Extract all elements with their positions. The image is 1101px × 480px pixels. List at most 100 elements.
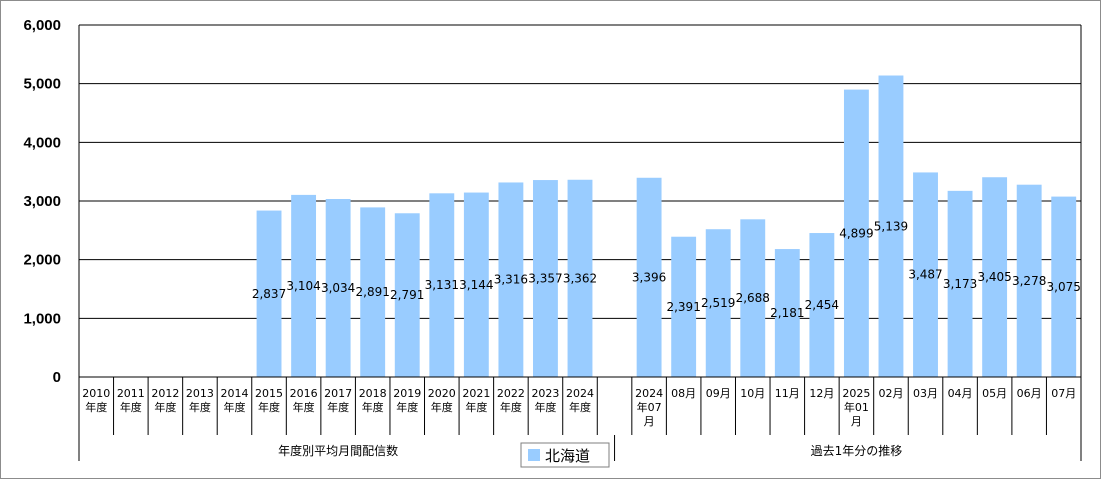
data-label: 3,396 bbox=[632, 270, 666, 284]
bar bbox=[774, 249, 800, 377]
data-label: 3,131 bbox=[425, 278, 459, 292]
bar bbox=[947, 190, 973, 377]
x-tick-label: 06月 bbox=[1017, 387, 1042, 400]
x-tick-label: 2025 bbox=[842, 387, 870, 400]
data-label: 2,837 bbox=[252, 287, 286, 301]
x-tick-label: 2010 bbox=[82, 387, 110, 400]
x-tick-label: 2024 bbox=[566, 387, 594, 400]
bar bbox=[360, 207, 386, 377]
x-tick-label: 年度 bbox=[431, 400, 453, 414]
y-tick-label: 0 bbox=[53, 369, 61, 386]
legend-swatch bbox=[528, 449, 540, 461]
bar bbox=[394, 213, 420, 377]
x-tick-label: 07月 bbox=[1051, 387, 1076, 400]
x-tick-label: 2017 bbox=[324, 387, 352, 400]
bar bbox=[809, 233, 835, 377]
x-tick-label: 年度 bbox=[362, 400, 384, 414]
x-tick-label: 2015 bbox=[255, 387, 283, 400]
x-tick-label: 11月 bbox=[775, 387, 800, 400]
x-tick-label: 09月 bbox=[706, 387, 731, 400]
bar bbox=[291, 194, 317, 377]
legend: 北海道 bbox=[520, 442, 610, 468]
x-tick-label: 年度 bbox=[154, 400, 176, 414]
bar bbox=[636, 177, 662, 377]
x-tick-label: 2013 bbox=[186, 387, 214, 400]
x-tick-label: 年度 bbox=[293, 400, 315, 414]
data-label: 3,357 bbox=[528, 272, 562, 286]
data-label: 2,688 bbox=[736, 291, 770, 305]
data-label: 5,139 bbox=[874, 219, 908, 233]
x-tick-label: 10月 bbox=[740, 387, 765, 400]
x-tick-label: 12月 bbox=[809, 387, 834, 400]
bar bbox=[1051, 196, 1077, 377]
bar bbox=[325, 199, 351, 377]
y-tick-label: 3,000 bbox=[23, 193, 61, 210]
x-tick-label: 年度 bbox=[189, 400, 211, 414]
bar bbox=[705, 229, 731, 377]
data-label: 3,034 bbox=[321, 281, 355, 295]
bar bbox=[878, 75, 904, 378]
data-label: 3,173 bbox=[943, 277, 977, 291]
data-label: 3,405 bbox=[977, 270, 1011, 284]
data-label: 3,487 bbox=[908, 268, 942, 282]
bar bbox=[463, 192, 489, 377]
bar bbox=[429, 193, 455, 377]
x-tick-label: 2019 bbox=[393, 387, 421, 400]
y-tick-label: 5,000 bbox=[23, 76, 61, 93]
x-tick-label: 年度 bbox=[396, 400, 418, 414]
group-label: 年度別平均月間配信数 bbox=[278, 443, 398, 458]
data-label: 3,104 bbox=[286, 279, 320, 293]
data-label: 3,362 bbox=[563, 271, 597, 285]
y-tick-label: 2,000 bbox=[23, 252, 61, 269]
data-label: 3,075 bbox=[1047, 280, 1081, 294]
bar bbox=[567, 179, 593, 377]
data-label: 3,278 bbox=[1012, 274, 1046, 288]
x-tick-label: 年度 bbox=[258, 400, 280, 414]
bar bbox=[533, 180, 558, 377]
x-tick-label: 年度 bbox=[465, 400, 487, 414]
data-label: 2,791 bbox=[390, 288, 424, 302]
x-tick-label: 年度 bbox=[327, 400, 349, 414]
x-tick-label: 04月 bbox=[948, 387, 973, 400]
bar bbox=[1016, 184, 1042, 377]
bar bbox=[982, 177, 1008, 377]
bar bbox=[913, 172, 938, 377]
x-tick-label: 年07 bbox=[637, 400, 662, 414]
y-axis-ticks: 0 1,000 2,000 3,000 4,000 5,000 6,000 bbox=[23, 17, 61, 386]
data-label: 2,519 bbox=[701, 296, 735, 310]
x-tick-label: 年度 bbox=[534, 400, 556, 414]
x-tick-label: 年度 bbox=[85, 400, 107, 414]
x-tick-label: 03月 bbox=[913, 387, 938, 400]
bar bbox=[671, 236, 697, 377]
y-tick-label: 4,000 bbox=[23, 134, 61, 151]
x-tick-label: 2016 bbox=[290, 387, 318, 400]
bar bbox=[843, 89, 869, 377]
x-tick-label: 月 bbox=[644, 415, 655, 428]
x-tick-label: 2012 bbox=[151, 387, 179, 400]
data-label: 4,899 bbox=[839, 226, 873, 240]
data-label: 2,454 bbox=[805, 298, 839, 312]
y-tick-label: 1,000 bbox=[23, 310, 61, 327]
x-tick-label: 年度 bbox=[120, 400, 142, 414]
bar bbox=[498, 182, 524, 377]
x-tick-label: 月 bbox=[851, 415, 862, 428]
bars bbox=[256, 75, 1077, 378]
x-tick-label: 2023 bbox=[531, 387, 559, 400]
data-label: 2,391 bbox=[666, 300, 700, 314]
x-tick-label: 2020 bbox=[428, 387, 456, 400]
legend-label: 北海道 bbox=[545, 447, 590, 465]
x-tick-label: 2021 bbox=[462, 387, 490, 400]
x-tick-label: 年度 bbox=[569, 400, 591, 414]
x-tick-label: 2024 bbox=[635, 387, 663, 400]
x-tick-label: 02月 bbox=[878, 387, 903, 400]
x-tick-label: 2014 bbox=[220, 387, 248, 400]
x-axis: 2010年度2011年度2012年度2013年度2014年度2015年度2016… bbox=[78, 25, 1082, 461]
data-label: 2,181 bbox=[770, 306, 804, 320]
x-tick-label: 年度 bbox=[223, 400, 245, 414]
data-label: 3,144 bbox=[459, 278, 493, 292]
x-tick-label: 2018 bbox=[359, 387, 387, 400]
x-tick-label: 2011 bbox=[117, 387, 145, 400]
